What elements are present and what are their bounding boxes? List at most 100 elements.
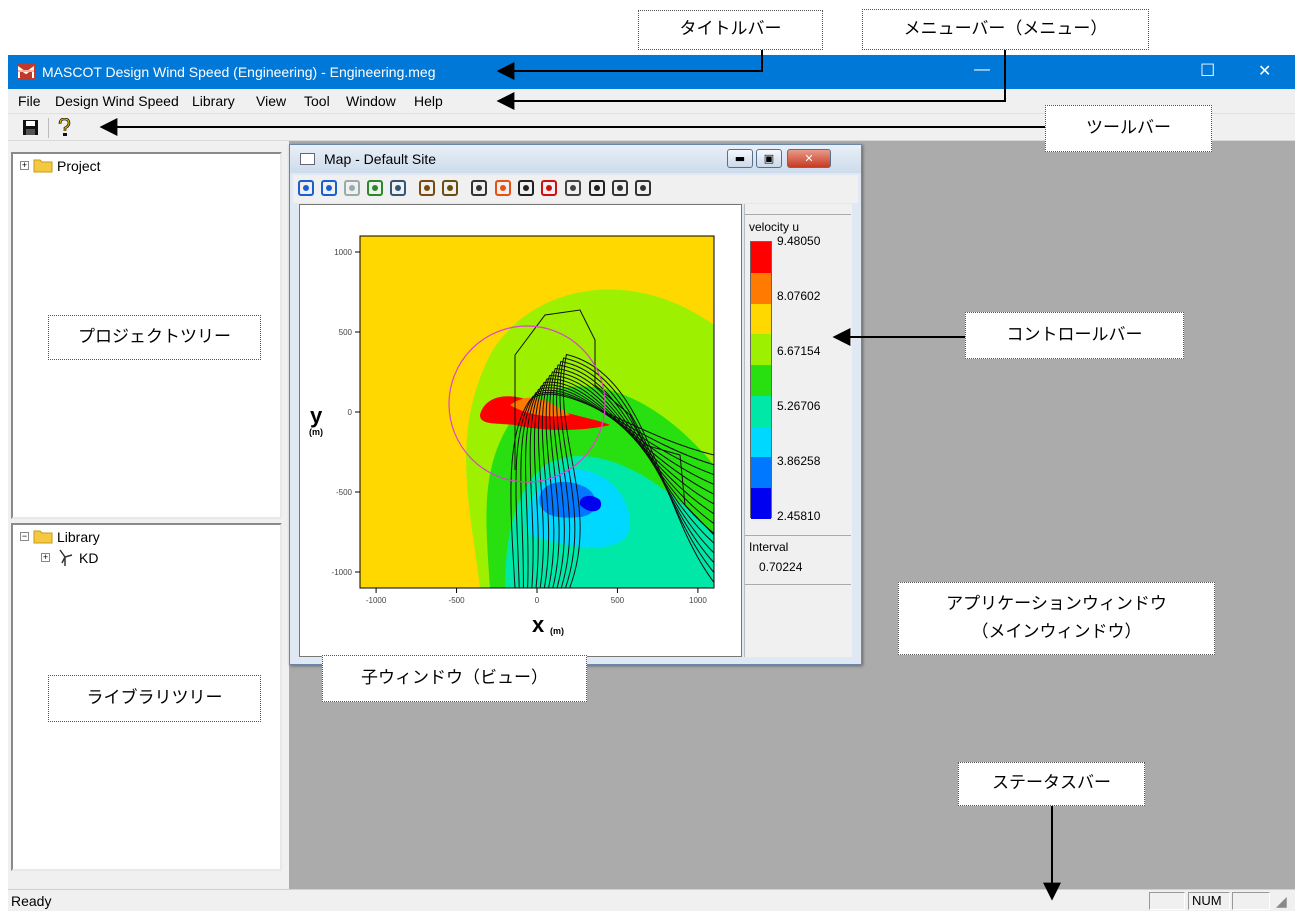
tree-expander[interactable]: + xyxy=(20,160,29,170)
app-logo-icon xyxy=(17,64,35,80)
site-radius-circle xyxy=(448,325,606,483)
project-tree-root[interactable]: Project xyxy=(57,158,101,174)
library-tree-item[interactable]: KD xyxy=(79,550,99,566)
contour-fill-icon[interactable] xyxy=(493,178,513,198)
callout-app-line-1: アプリケーションウィンドウ xyxy=(946,594,1167,615)
application-window: MASCOT Design Wind Speed (Engineering) -… xyxy=(8,55,1295,911)
refresh-icon[interactable] xyxy=(365,178,385,198)
zoom-out-icon[interactable] xyxy=(342,178,362,198)
colorbar-band xyxy=(751,303,771,335)
folder-icon xyxy=(33,530,53,544)
colorbar-band xyxy=(751,272,771,305)
x-axis-unit: (m) xyxy=(550,626,564,636)
colorbar-title: velocity u xyxy=(749,220,800,234)
menu-bar-arrow xyxy=(496,50,1006,110)
colorbar-label: 3.86258 xyxy=(777,454,821,468)
copy-image-icon[interactable] xyxy=(417,178,437,198)
callout-library-tree: ライブラリツリー xyxy=(48,675,261,722)
save-image-icon[interactable] xyxy=(440,178,460,198)
menu-bar: File Design Wind Speed Library View Tool… xyxy=(8,89,1295,113)
child-maximize-button[interactable]: ▣ xyxy=(756,149,782,168)
callout-application-window: アプリケーションウィンドウ （メインウィンドウ） xyxy=(898,582,1215,655)
status-pane-caps xyxy=(1149,892,1185,910)
contour-lines xyxy=(510,309,714,588)
menu-window[interactable]: Window xyxy=(346,93,396,109)
help-icon[interactable] xyxy=(57,118,71,137)
field-band xyxy=(579,495,602,512)
control-bar: velocity u Interval 0.70224 9.48050 8.076… xyxy=(744,204,852,657)
zoom-in-icon[interactable] xyxy=(319,178,339,198)
colorbar-band xyxy=(751,334,771,366)
colorbar-band xyxy=(751,488,771,520)
menu-file[interactable]: File xyxy=(18,93,41,109)
x-tick-label: 0 xyxy=(535,596,540,605)
contour-line xyxy=(562,353,714,588)
folder-icon xyxy=(33,159,53,173)
status-pane-num: NUM xyxy=(1188,892,1230,910)
callout-project-tree: プロジェクトツリー xyxy=(48,315,261,360)
wind-turbine-icon xyxy=(59,549,73,566)
callout-title-bar: タイトルバー xyxy=(638,10,823,50)
colorbar-label: 9.48050 xyxy=(777,234,821,248)
grid-icon[interactable] xyxy=(516,178,536,198)
contour-line xyxy=(515,391,714,588)
tree-expander[interactable]: + xyxy=(41,552,50,562)
menu-design-wind-speed[interactable]: Design Wind Speed xyxy=(55,93,179,109)
x-tick-label: 500 xyxy=(611,596,625,605)
x-tick-label: 1000 xyxy=(689,596,707,605)
menu-tool[interactable]: Tool xyxy=(304,93,330,109)
y-axis-unit: (m) xyxy=(309,427,323,437)
callout-child-window: 子ウィンドウ（ビュー） xyxy=(322,655,587,702)
colorbar-band xyxy=(751,426,771,458)
points-icon[interactable] xyxy=(539,178,559,198)
contour-fill-group xyxy=(360,236,714,588)
child-title-bar[interactable]: Map - Default Site ▬ ▣ ✕ xyxy=(290,145,861,173)
contour-line xyxy=(520,389,714,588)
resize-grip-icon[interactable]: ◢ xyxy=(1276,893,1287,909)
close-button[interactable]: ✕ xyxy=(1258,63,1272,80)
menu-help[interactable]: Help xyxy=(414,93,443,109)
menu-library[interactable]: Library xyxy=(192,93,235,109)
library-tree-root[interactable]: Library xyxy=(57,529,100,545)
y-tick-label: -500 xyxy=(336,488,353,497)
interval-label: Interval xyxy=(749,540,789,554)
y-tick-label: -1000 xyxy=(332,568,353,577)
child-toolbar xyxy=(293,175,749,203)
contour-line xyxy=(514,309,714,536)
x-tick-label: -500 xyxy=(449,596,466,605)
frame-icon[interactable] xyxy=(587,178,607,198)
status-bar: Ready NUM ◢ xyxy=(8,889,1295,911)
balloon-icon[interactable] xyxy=(610,178,630,198)
colorbar-label: 8.07602 xyxy=(777,289,821,303)
contour-line xyxy=(510,393,714,588)
callout-app-line-2: （メインウィンドウ） xyxy=(971,621,1142,642)
fit-icon[interactable] xyxy=(388,178,408,198)
colorbar-band xyxy=(751,365,771,397)
child-window[interactable]: Map - Default Site ▬ ▣ ✕ -1000 -500 0 500 10… xyxy=(289,144,862,665)
callout-control-bar: コントロールバー xyxy=(965,312,1184,359)
callout-tool-bar: ツールバー xyxy=(1045,105,1212,152)
title-bar-arrow xyxy=(496,50,763,80)
y-tick-label: 0 xyxy=(348,408,353,417)
contour-line xyxy=(525,387,714,588)
child-minimize-button[interactable]: ▬ xyxy=(727,149,753,168)
toolbar-spacer xyxy=(748,175,858,203)
child-close-button[interactable]: ✕ xyxy=(787,149,831,168)
zoom-reset-icon[interactable] xyxy=(296,178,316,198)
pencil-icon[interactable] xyxy=(633,178,653,198)
maximize-button[interactable]: ☐ xyxy=(1200,61,1216,80)
window-title: MASCOT Design Wind Speed (Engineering) -… xyxy=(42,64,436,80)
map-view[interactable]: -1000 -500 0 500 1000 1000 500 0 -500 -1000 x (m) y(… xyxy=(299,204,742,657)
menu-view[interactable]: View xyxy=(256,93,287,109)
colorbar-band xyxy=(751,457,771,489)
minimize-button[interactable]: — xyxy=(974,61,990,78)
colorbar-band xyxy=(751,242,771,274)
tree-expander[interactable]: − xyxy=(20,531,29,541)
status-text: Ready xyxy=(11,893,52,909)
save-icon[interactable] xyxy=(22,119,39,136)
colorbar xyxy=(750,241,772,520)
arrows-icon[interactable] xyxy=(469,178,489,198)
terrain-icon[interactable] xyxy=(563,178,583,198)
